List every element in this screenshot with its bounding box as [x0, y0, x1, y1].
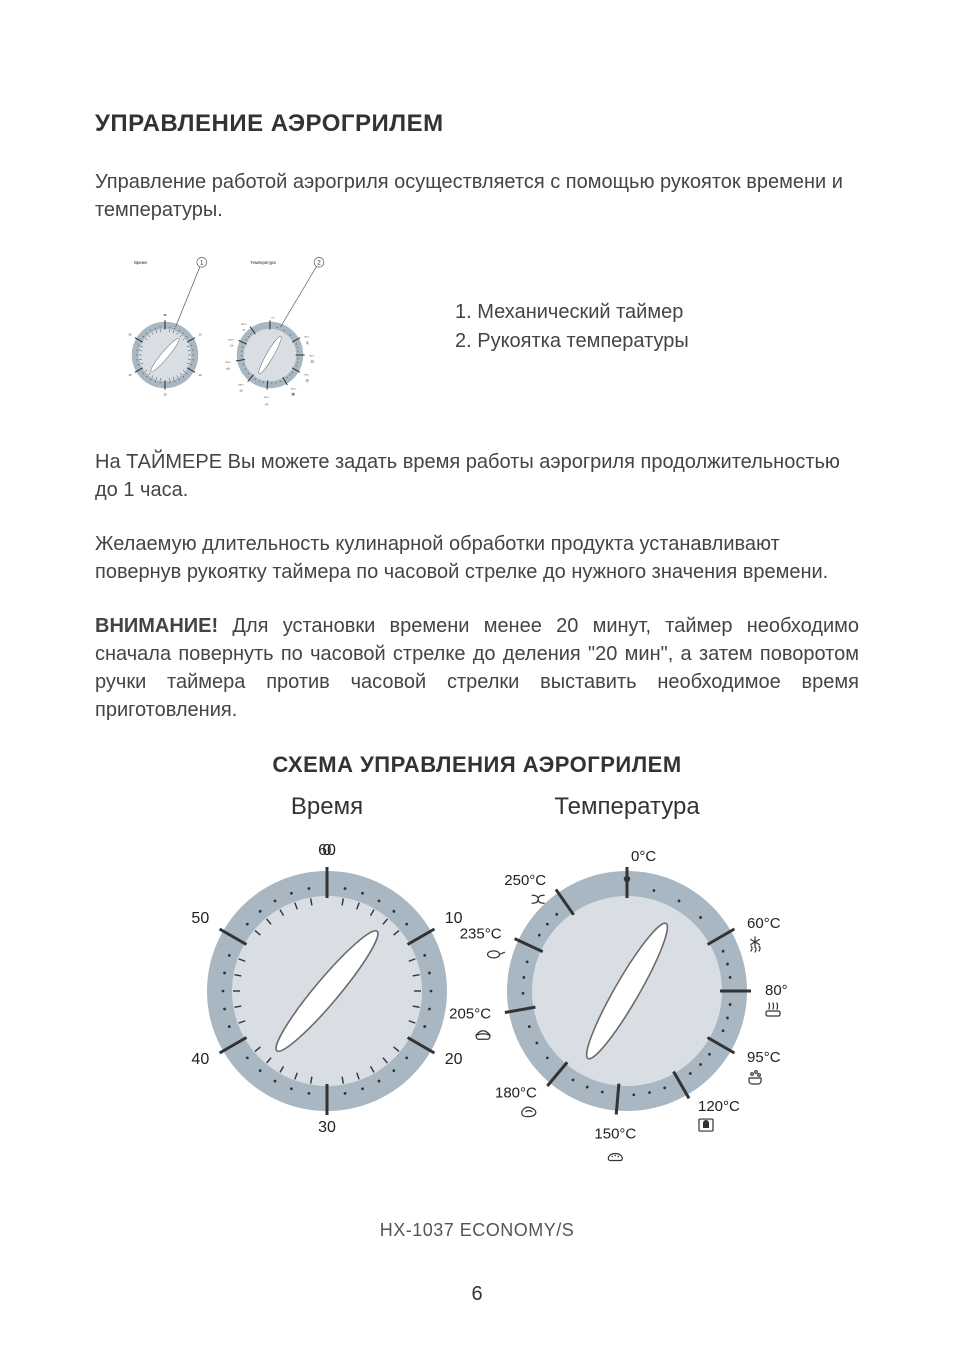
svg-text:120°C: 120°C: [290, 388, 296, 390]
svg-text:0°C: 0°C: [631, 848, 656, 865]
svg-text:120°C: 120°C: [698, 1098, 740, 1115]
svg-text:180°C: 180°C: [238, 385, 244, 387]
steak-icon: [522, 1107, 536, 1117]
svg-text:180°C: 180°C: [495, 1085, 537, 1102]
control-diagram-large: ВремяТемпература01020304050600°C60°C80°C…: [167, 786, 787, 1206]
svg-text:60: 60: [164, 314, 167, 317]
simmer-icon: [306, 379, 309, 382]
svg-text:235°C: 235°C: [228, 339, 234, 341]
svg-text:50: 50: [129, 334, 132, 337]
svg-text:20: 20: [445, 1051, 463, 1068]
svg-text:80°C: 80°C: [765, 982, 787, 999]
temp-heading: Температура: [554, 793, 700, 820]
svg-text:2: 2: [317, 259, 321, 266]
bake-icon: [265, 404, 268, 405]
grill-icon: [532, 895, 544, 903]
defrost-icon: [751, 937, 760, 952]
svg-text:80°C: 80°C: [310, 355, 315, 357]
dot-icon: [269, 324, 270, 325]
svg-text:95°C: 95°C: [304, 374, 309, 376]
svg-text:60°C: 60°C: [747, 915, 781, 932]
warning-label: ВНИМАНИЕ!: [95, 615, 218, 637]
mini-temperature-dial: 0°C 60°C 80°C 95°C 120°C 150°C 180°C 205°C 235°C…: [225, 317, 315, 405]
svg-text:60°C: 60°C: [304, 336, 309, 338]
page-number: 6: [0, 1283, 954, 1306]
svg-text:30: 30: [164, 394, 167, 397]
dot-icon: [624, 876, 630, 882]
scheme-title: СХЕМА УПРАВЛЕНИЯ АЭРОГРИЛЕМ: [95, 752, 859, 778]
svg-text:40: 40: [129, 374, 132, 377]
legend-item-1: 1. Механический таймер: [455, 298, 689, 327]
time-dial: 0102030405060: [191, 842, 462, 1136]
pie-icon: [476, 1031, 490, 1040]
svg-text:150°C: 150°C: [264, 397, 270, 399]
fry-icon: [488, 951, 505, 958]
control-diagram-mini: ВремяТемпература01020304050600°C60°C80°C…: [95, 250, 355, 430]
simmer-icon: [749, 1071, 761, 1084]
defrost-icon: [306, 341, 308, 344]
fry-icon: [230, 345, 234, 346]
section-title: УПРАВЛЕНИЕ АЭРОГРИЛЕМ: [95, 110, 859, 138]
dry-icon: [311, 360, 314, 363]
svg-text:250°C: 250°C: [504, 872, 546, 889]
time-heading: Время: [291, 793, 363, 820]
svg-text:235°C: 235°C: [460, 925, 502, 942]
dry-icon: [766, 1003, 780, 1016]
mini-temp-heading: Температура: [250, 260, 276, 265]
svg-text:10: 10: [199, 334, 202, 337]
svg-text:1: 1: [200, 259, 204, 266]
svg-text:60: 60: [318, 842, 336, 859]
mini-time-dial: 0102030405060: [129, 314, 202, 396]
svg-text:250°C: 250°C: [241, 324, 247, 326]
duration-paragraph: Желаемую длительность кулинарной обработ…: [95, 530, 859, 586]
warning-paragraph: ВНИМАНИЕ! Для установки времени менее 20…: [95, 612, 859, 724]
model-number: HX-1037 ECONOMY/S: [95, 1220, 859, 1241]
toast-icon: [699, 1119, 713, 1131]
svg-text:150°C: 150°C: [594, 1125, 636, 1142]
diagram-and-legend-row: ВремяТемпература01020304050600°C60°C80°C…: [95, 250, 859, 430]
svg-text:205°C: 205°C: [225, 362, 231, 364]
toast-icon: [292, 393, 295, 396]
svg-text:30: 30: [318, 1119, 336, 1136]
steak-icon: [240, 390, 243, 392]
svg-text:50: 50: [191, 910, 209, 927]
legend-item-2: 2. Рукоятка температуры: [455, 327, 689, 356]
svg-text:95°C: 95°C: [747, 1049, 781, 1066]
timer-paragraph: На ТАЙМЕРЕ Вы можете задать время работы…: [95, 448, 859, 504]
svg-text:0°C: 0°C: [271, 317, 275, 319]
grill-icon: [243, 329, 246, 331]
temperature-dial: 0°C 60°C 80°C 95°C 120°C 150°C 180°C 205°C 235°C…: [449, 848, 787, 1160]
mini-time-heading: Время: [134, 260, 147, 265]
svg-text:40: 40: [191, 1051, 209, 1068]
bake-icon: [608, 1153, 622, 1160]
legend-list: 1. Механический таймер 2. Рукоятка темпе…: [355, 250, 689, 356]
pie-icon: [227, 368, 230, 370]
svg-text:20: 20: [199, 374, 202, 377]
manual-page: УПРАВЛЕНИЕ АЭРОГРИЛЕМ Управление работой…: [0, 0, 954, 1354]
svg-text:205°C: 205°C: [449, 1005, 491, 1022]
intro-paragraph: Управление работой аэрогриля осуществляе…: [95, 168, 859, 224]
